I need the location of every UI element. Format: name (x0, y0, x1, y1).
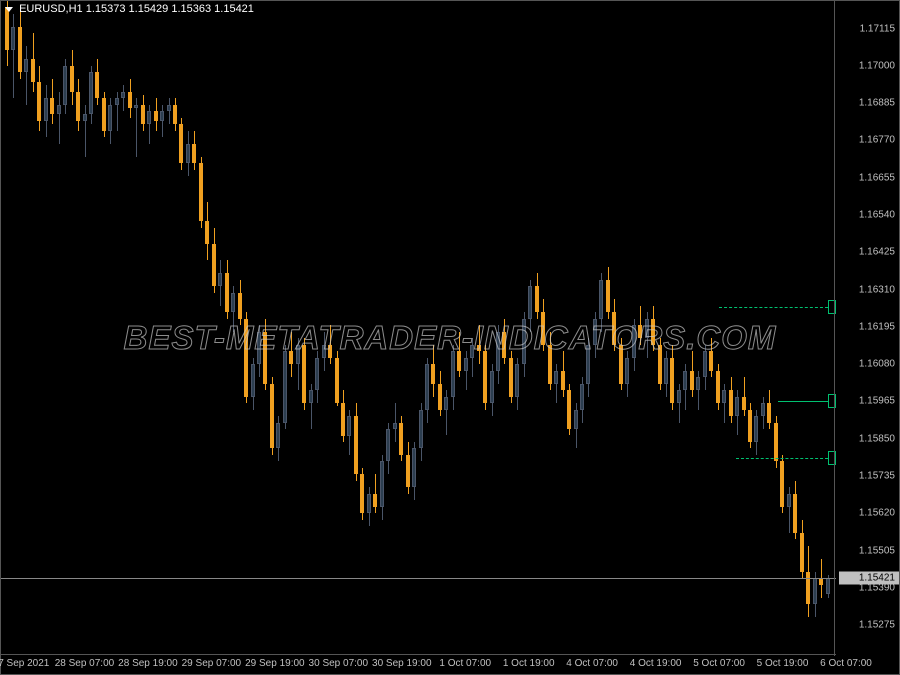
x-tick: 4 Oct 07:00 (566, 658, 618, 669)
x-tick: 5 Oct 07:00 (693, 658, 745, 669)
y-tick: 1.15505 (859, 545, 895, 556)
y-tick: 1.15965 (859, 396, 895, 407)
plot-area[interactable] (1, 1, 836, 656)
y-tick: 1.15735 (859, 471, 895, 482)
y-tick: 1.16770 (859, 135, 895, 146)
x-tick: 1 Oct 19:00 (503, 658, 555, 669)
y-axis: 1.17115 1.17000 1.16885 1.16770 1.16655 1.165… (834, 1, 899, 656)
current-price-tag: 1.15421 (839, 571, 899, 584)
x-tick: 28 Sep 07:00 (55, 658, 115, 669)
x-tick: 6 Oct 07:00 (820, 658, 872, 669)
symbol-label: EURUSD,H1 (19, 3, 83, 15)
x-tick: 4 Oct 19:00 (630, 658, 682, 669)
y-tick: 1.16080 (859, 359, 895, 370)
x-tick: 29 Sep 07:00 (182, 658, 242, 669)
y-tick: 1.16655 (859, 172, 895, 183)
x-tick: 29 Sep 19:00 (245, 658, 305, 669)
y-tick: 1.16425 (859, 247, 895, 258)
level-line (778, 401, 828, 402)
y-tick: 1.16195 (859, 321, 895, 332)
y-tick: 1.15850 (859, 433, 895, 444)
x-tick: 27 Sep 2021 (0, 658, 49, 669)
y-tick: 1.17115 (860, 23, 895, 34)
x-tick: 30 Sep 19:00 (372, 658, 432, 669)
x-tick: 1 Oct 07:00 (439, 658, 491, 669)
level-line (719, 307, 828, 308)
y-tick: 1.17000 (859, 60, 895, 71)
y-tick: 1.16885 (859, 98, 895, 109)
x-tick: 30 Sep 07:00 (309, 658, 369, 669)
y-tick: 1.15620 (859, 508, 895, 519)
chart-container: EURUSD,H1 1.15373 1.15429 1.15363 1.1542… (0, 0, 900, 675)
y-tick: 1.15275 (859, 620, 895, 631)
chart-header: EURUSD,H1 1.15373 1.15429 1.15363 1.1542… (5, 3, 254, 15)
y-tick: 1.16540 (859, 210, 895, 221)
level-line (736, 458, 828, 459)
x-tick: 28 Sep 19:00 (118, 658, 178, 669)
x-tick: 5 Oct 19:00 (757, 658, 809, 669)
x-axis: 27 Sep 2021 28 Sep 07:0028 Sep 19:00 29 Se… (1, 654, 836, 674)
ohlc-label: 1.15373 1.15429 1.15363 1.15421 (86, 3, 254, 15)
y-tick: 1.16310 (859, 284, 895, 295)
current-price-line (1, 578, 836, 579)
dropdown-icon[interactable] (5, 7, 13, 12)
